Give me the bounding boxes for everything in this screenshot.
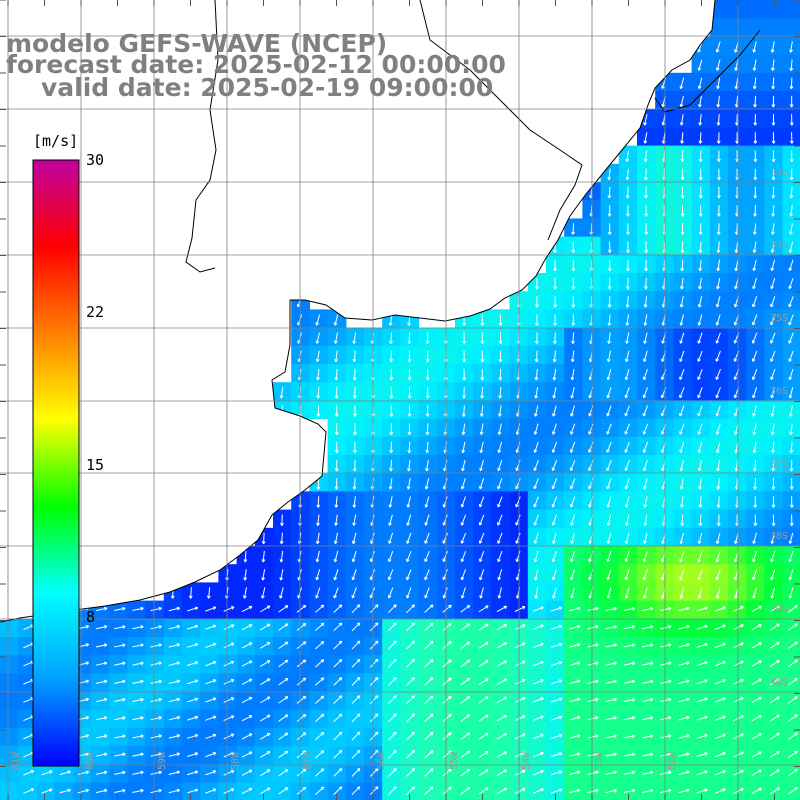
lat-label: 35S: [770, 313, 789, 324]
lon-label: 57W: [303, 751, 314, 770]
colorbar-tick-22: 22: [86, 303, 105, 321]
lon-label: 54W: [521, 751, 532, 770]
colorbar-tick-15: 15: [86, 456, 105, 474]
valid-date: valid date: 2025-02-19 09:00:00: [41, 73, 494, 102]
wind-direction-arrows: [23, 41, 798, 796]
lat-label: 37S: [770, 459, 789, 470]
map-title: modelo GEFS-WAVE (NCEP): [6, 29, 388, 58]
forecast-date: forecast date: 2025-02-12 00:00:00: [6, 50, 506, 79]
lat-label: 36S: [770, 386, 789, 397]
lat-label: 39S: [770, 604, 789, 615]
lat-label: 38S: [770, 531, 789, 542]
lon-label: 55W: [449, 751, 460, 770]
lat-label: 40S: [770, 677, 789, 688]
lat-label: 33S: [770, 168, 789, 179]
lat-label: 34S: [770, 240, 789, 251]
lon-label: 52W: [667, 751, 678, 770]
lon-label: 61W: [11, 751, 22, 770]
lon-label: 60W: [85, 751, 96, 770]
colorbar-unit: [m/s]: [33, 132, 79, 150]
colorbar-tick-30: 30: [86, 151, 105, 169]
colorbar: [32, 159, 80, 767]
lon-label: 53W: [594, 751, 605, 770]
coastline: [0, 0, 761, 623]
lon-label: 58W: [230, 751, 241, 770]
lon-label: 56W: [376, 751, 387, 770]
lon-label: 59W: [157, 751, 168, 770]
colorbar-tick-8: 8: [86, 608, 96, 626]
